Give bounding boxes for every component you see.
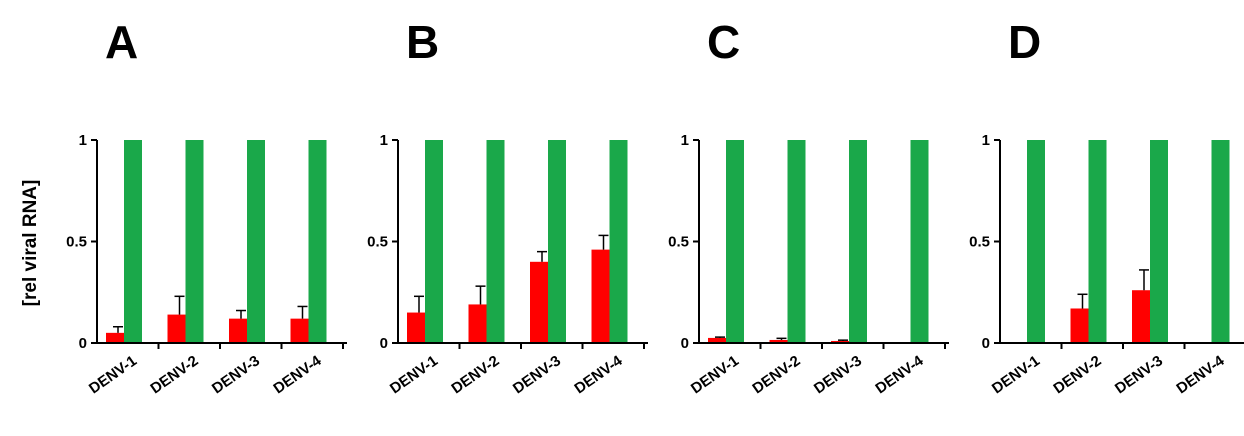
bar-treated xyxy=(1132,290,1150,343)
y-tick-label: 1 xyxy=(380,132,388,149)
category-label: DENV-1 xyxy=(989,352,1043,397)
bar-treated xyxy=(769,339,788,343)
bar-treated xyxy=(1070,308,1089,343)
y-tick-label: 0 xyxy=(681,335,689,352)
bar-control xyxy=(849,140,867,343)
bar-treated xyxy=(708,337,726,343)
bar-control xyxy=(247,140,265,343)
bar-control xyxy=(726,140,744,343)
bar-control xyxy=(486,140,505,343)
bar-treated xyxy=(407,312,425,343)
bar-treated xyxy=(290,318,309,343)
bar-control xyxy=(1150,140,1168,343)
bar-control xyxy=(1027,140,1045,343)
category-label: DENV-4 xyxy=(270,352,325,397)
y-tick-label: 0.5 xyxy=(969,234,990,251)
category-label: DENV-1 xyxy=(688,352,742,397)
bar-treated xyxy=(229,318,247,343)
category-label: DENV-1 xyxy=(387,352,441,397)
panel-letter: B xyxy=(406,16,439,68)
y-tick-label: 0 xyxy=(982,335,990,352)
y-tick-label: 1 xyxy=(681,132,689,149)
category-label: DENV-3 xyxy=(209,352,263,397)
bar-control xyxy=(1211,140,1230,343)
bar-treated xyxy=(530,261,548,343)
category-label: DENV-4 xyxy=(1173,352,1228,397)
bar-control xyxy=(548,140,566,343)
panel-letter: A xyxy=(105,16,138,68)
y-axis-label: [rel viral RNA] xyxy=(20,180,41,307)
category-label: DENV-2 xyxy=(147,352,201,397)
category-label: DENV-2 xyxy=(1050,352,1104,397)
bar-control xyxy=(425,140,443,343)
y-tick-label: 1 xyxy=(982,132,990,149)
y-tick-label: 0.5 xyxy=(367,234,388,251)
y-tick-label: 1 xyxy=(79,132,87,149)
category-label: DENV-4 xyxy=(872,352,927,397)
bar-control xyxy=(787,140,806,343)
category-label: DENV-1 xyxy=(86,352,140,397)
bar-control xyxy=(308,140,327,343)
category-label: DENV-3 xyxy=(1112,352,1166,397)
bar-treated xyxy=(591,249,610,343)
category-label: DENV-2 xyxy=(749,352,803,397)
y-tick-label: 0.5 xyxy=(668,234,689,251)
bar-control xyxy=(124,140,142,343)
bar-control xyxy=(910,140,929,343)
panel-letter: C xyxy=(707,16,740,68)
category-label: DENV-4 xyxy=(571,352,626,397)
panel-letter: D xyxy=(1008,16,1041,68)
y-tick-label: 0 xyxy=(79,335,87,352)
bar-control xyxy=(609,140,628,343)
bar-control xyxy=(185,140,204,343)
bar-treated xyxy=(831,340,849,343)
bar-treated xyxy=(468,304,487,343)
y-tick-label: 0.5 xyxy=(66,234,87,251)
category-label: DENV-2 xyxy=(448,352,502,397)
y-tick-label: 0 xyxy=(380,335,388,352)
category-label: DENV-3 xyxy=(510,352,564,397)
bar-treated xyxy=(167,314,186,343)
bar-control xyxy=(1088,140,1107,343)
category-label: DENV-3 xyxy=(811,352,865,397)
bar-treated xyxy=(106,332,124,343)
